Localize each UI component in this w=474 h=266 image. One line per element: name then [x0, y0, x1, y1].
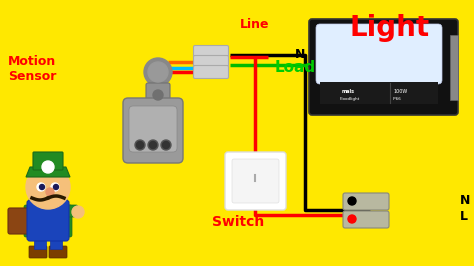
Text: Light: Light	[350, 14, 430, 42]
Text: Load: Load	[275, 60, 316, 75]
Circle shape	[72, 206, 84, 218]
FancyBboxPatch shape	[8, 208, 30, 234]
Polygon shape	[26, 167, 70, 177]
Bar	[50, 233, 62, 249]
FancyBboxPatch shape	[27, 200, 69, 241]
Text: Switch: Switch	[212, 215, 264, 229]
Bar	[320, 82, 438, 104]
Circle shape	[135, 140, 145, 150]
Circle shape	[348, 215, 356, 223]
FancyBboxPatch shape	[225, 152, 286, 210]
Circle shape	[39, 185, 45, 189]
Circle shape	[37, 183, 45, 191]
Bar	[450, 35, 458, 100]
Circle shape	[348, 197, 356, 205]
Circle shape	[148, 140, 158, 150]
Bar	[34, 233, 46, 249]
Circle shape	[42, 161, 54, 173]
Text: L: L	[460, 210, 468, 222]
Circle shape	[149, 142, 156, 148]
FancyBboxPatch shape	[343, 193, 389, 210]
FancyBboxPatch shape	[232, 159, 279, 203]
Text: 100W: 100W	[393, 89, 407, 94]
Text: Line: Line	[240, 18, 270, 31]
FancyBboxPatch shape	[343, 211, 389, 228]
FancyBboxPatch shape	[146, 83, 170, 107]
Text: mals: mals	[342, 89, 355, 94]
Circle shape	[51, 183, 59, 191]
Circle shape	[26, 165, 70, 209]
FancyBboxPatch shape	[193, 56, 228, 69]
FancyBboxPatch shape	[62, 205, 78, 217]
FancyBboxPatch shape	[309, 19, 458, 115]
FancyBboxPatch shape	[49, 246, 67, 258]
Text: N: N	[460, 193, 470, 206]
Circle shape	[137, 142, 144, 148]
FancyBboxPatch shape	[33, 152, 63, 170]
Circle shape	[148, 62, 168, 82]
Circle shape	[144, 58, 172, 86]
FancyBboxPatch shape	[29, 246, 47, 258]
Text: Motion
Sensor: Motion Sensor	[8, 55, 56, 83]
FancyBboxPatch shape	[123, 98, 183, 163]
FancyBboxPatch shape	[60, 205, 72, 237]
FancyBboxPatch shape	[129, 106, 177, 152]
Circle shape	[153, 90, 163, 100]
FancyBboxPatch shape	[193, 45, 228, 59]
FancyBboxPatch shape	[24, 205, 36, 237]
Circle shape	[163, 142, 170, 148]
Text: Floodlight: Floodlight	[340, 97, 360, 101]
Circle shape	[54, 185, 58, 189]
Text: IP66: IP66	[393, 97, 402, 101]
Text: N: N	[295, 48, 305, 61]
Circle shape	[161, 140, 171, 150]
FancyBboxPatch shape	[193, 65, 228, 78]
Circle shape	[46, 188, 54, 196]
FancyBboxPatch shape	[316, 24, 442, 84]
